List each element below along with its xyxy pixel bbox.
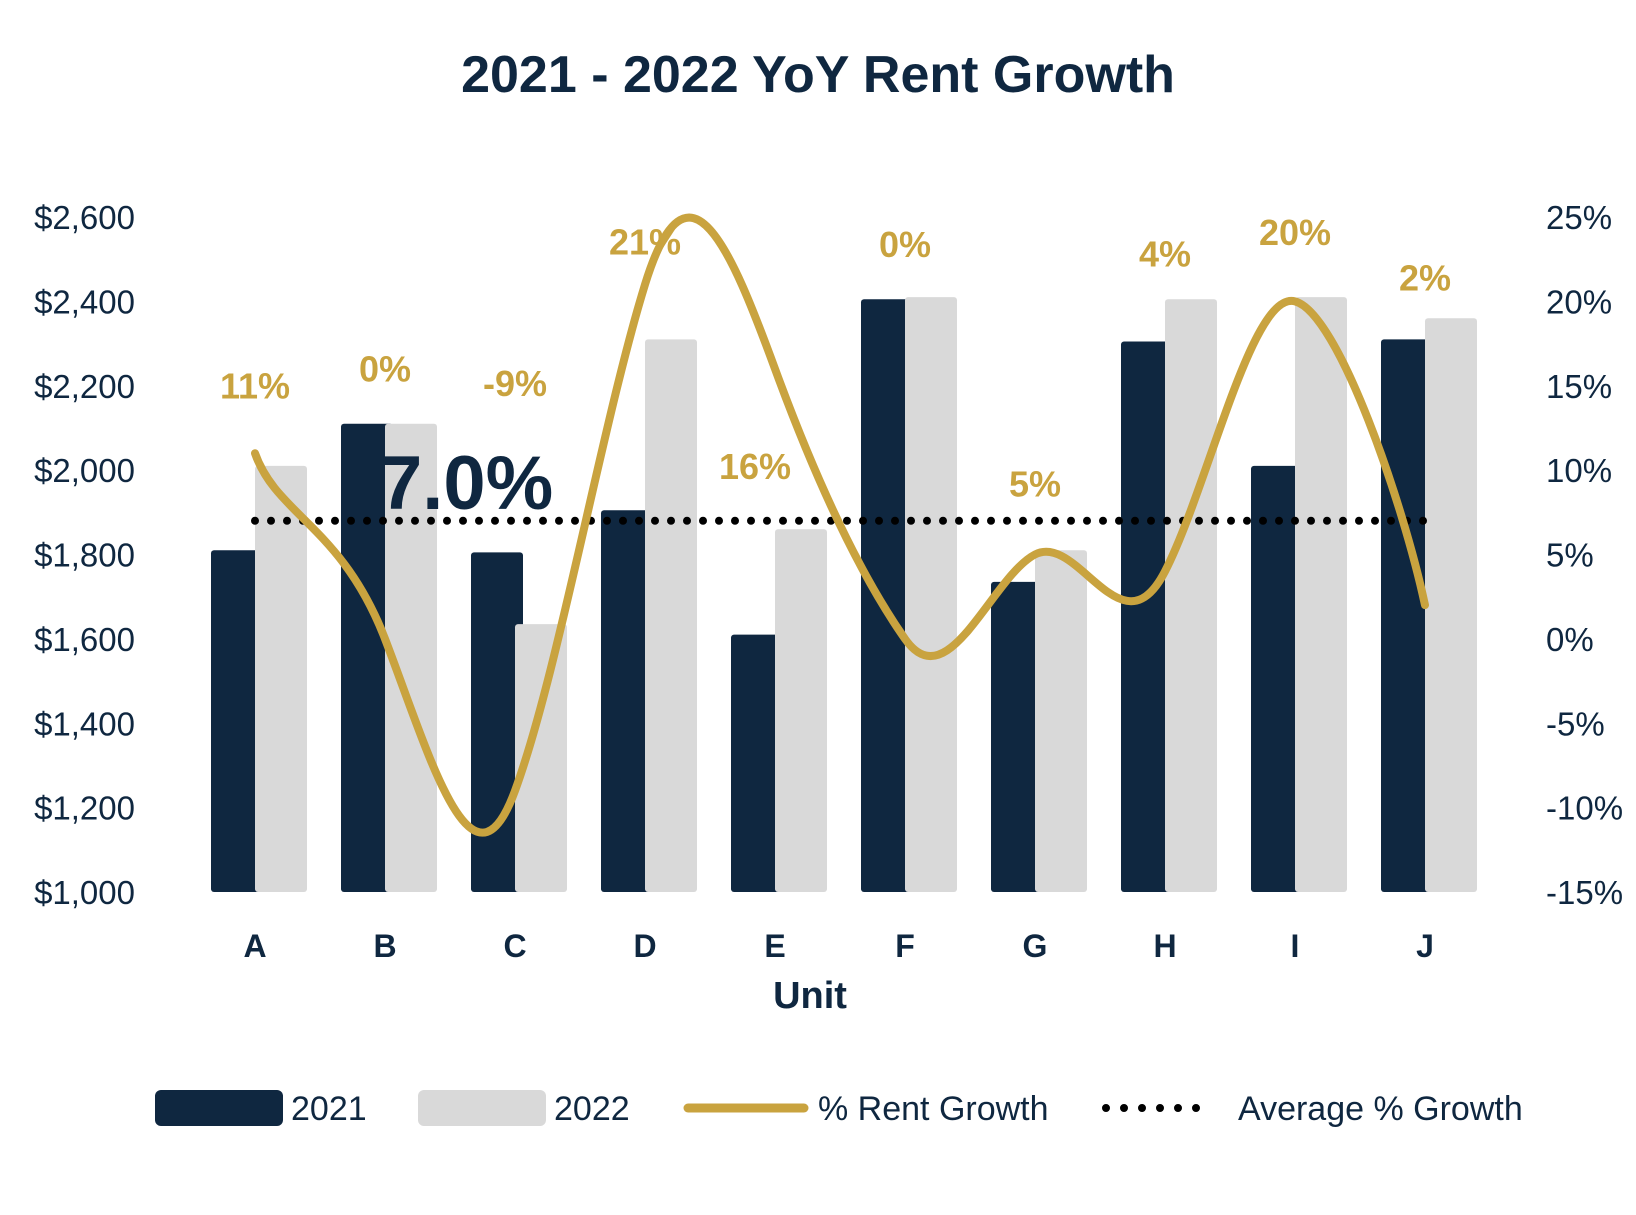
growth-data-labels: 11% 0% -9% 21% 16% 0% 5% 4% 20% 2% — [220, 212, 1451, 504]
category-tick-G: G — [1023, 928, 1048, 964]
growth-data-label-E: 16% — [719, 446, 791, 487]
left-axis-tick-label: $1,400 — [34, 705, 135, 742]
rent-growth-line — [251, 213, 1429, 837]
bar-2021-A — [211, 550, 263, 892]
x-axis-title: Unit — [773, 975, 847, 1017]
bar-2022-I — [1295, 297, 1347, 892]
left-axis-ticks: $1,000 $1,200 $1,400 $1,600 $1,800 $2,000 $2,2… — [34, 199, 135, 911]
average-line-group: 7.0% — [251, 441, 1429, 526]
category-axis-ticks: A B C D E F G H I J — [243, 928, 1433, 964]
bar-2021-E — [731, 634, 783, 892]
legend-swatch-2021 — [155, 1090, 283, 1126]
bar-2021-I — [1251, 465, 1303, 892]
category-tick-I: I — [1291, 928, 1300, 964]
right-axis-tick-label: 0% — [1546, 621, 1594, 658]
growth-data-label-D: 21% — [609, 222, 681, 263]
bar-series — [211, 297, 1477, 892]
legend-swatch-2022 — [418, 1090, 546, 1126]
right-axis-tick-label: 10% — [1546, 452, 1612, 489]
left-axis-tick-label: $2,400 — [34, 283, 135, 320]
legend-label-2022: 2022 — [554, 1090, 630, 1128]
bar-2022-D — [645, 339, 697, 892]
bar-2022-F — [905, 297, 957, 892]
category-tick-C: C — [503, 928, 526, 964]
bar-2022-A — [255, 465, 307, 892]
right-axis-tick-label: -5% — [1546, 705, 1605, 742]
right-axis-tick-label: 5% — [1546, 537, 1594, 574]
bar-2022-H — [1165, 299, 1217, 892]
bar-2021-J — [1381, 339, 1433, 892]
left-axis-tick-label: $2,000 — [34, 452, 135, 489]
category-tick-H: H — [1153, 928, 1176, 964]
left-axis-tick-label: $1,600 — [34, 621, 135, 658]
growth-data-label-A: 11% — [220, 365, 290, 406]
right-axis-tick-label: -10% — [1546, 790, 1623, 827]
bar-2021-G — [991, 581, 1043, 892]
category-tick-D: D — [633, 928, 656, 964]
bar-2021-D — [601, 510, 653, 892]
growth-data-label-H: 4% — [1139, 233, 1191, 274]
right-axis-tick-label: 15% — [1546, 368, 1612, 405]
chart-legend: 2021 2022 % Rent Growth Average % Growth — [155, 1090, 1523, 1128]
growth-data-label-G: 5% — [1009, 464, 1061, 505]
growth-data-label-C: -9% — [483, 363, 547, 404]
bar-2021-B — [341, 423, 393, 892]
bar-2022-E — [775, 529, 827, 892]
left-axis-tick-label: $2,600 — [34, 199, 135, 236]
right-axis-tick-label: 25% — [1546, 199, 1612, 236]
category-tick-B: B — [373, 928, 396, 964]
category-tick-F: F — [895, 928, 915, 964]
right-axis-ticks: -15% -10% -5% 0% 5% 10% 15% 20% 25% — [1546, 199, 1623, 911]
right-axis-tick-label: 20% — [1546, 283, 1612, 320]
category-tick-A: A — [243, 928, 266, 964]
growth-data-label-J: 2% — [1399, 257, 1451, 298]
right-axis-tick-label: -15% — [1546, 874, 1623, 911]
left-axis-tick-label: $1,800 — [34, 537, 135, 574]
growth-data-label-F: 0% — [879, 224, 931, 265]
category-tick-J: J — [1416, 928, 1434, 964]
growth-data-label-B: 0% — [359, 349, 411, 390]
category-tick-E: E — [764, 928, 785, 964]
bar-2022-C — [515, 624, 567, 892]
bar-2022-B — [385, 423, 437, 892]
bar-2021-F — [861, 299, 913, 892]
legend-label-2021: 2021 — [291, 1090, 367, 1128]
left-axis-tick-label: $1,200 — [34, 790, 135, 827]
bar-2021-H — [1121, 341, 1173, 892]
left-axis-tick-label: $1,000 — [34, 874, 135, 911]
average-growth-label: 7.0% — [380, 441, 553, 526]
bar-2022-G — [1035, 550, 1087, 892]
left-axis-tick-label: $2,200 — [34, 368, 135, 405]
legend-label-average-growth: Average % Growth — [1238, 1090, 1523, 1128]
growth-data-label-I: 20% — [1259, 212, 1331, 253]
chart-title: 2021 - 2022 YoY Rent Growth — [461, 46, 1175, 104]
legend-label-rent-growth: % Rent Growth — [818, 1090, 1049, 1128]
bar-2022-J — [1425, 318, 1477, 892]
growth-line-group — [251, 213, 1429, 837]
